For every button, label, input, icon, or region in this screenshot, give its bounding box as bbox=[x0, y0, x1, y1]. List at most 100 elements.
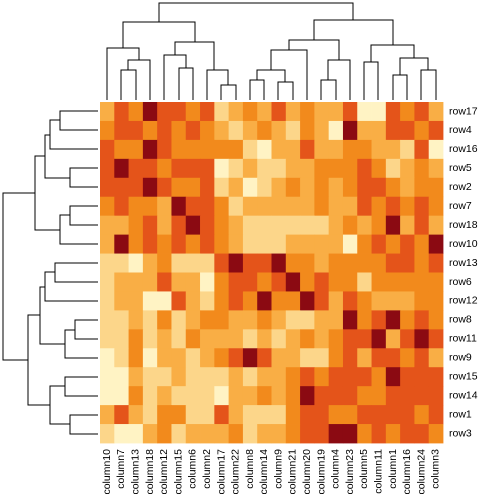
heat-cell bbox=[114, 177, 129, 198]
heat-cell bbox=[157, 329, 172, 349]
heat-cell bbox=[414, 367, 430, 387]
heat-cell bbox=[114, 310, 129, 330]
heat-cell bbox=[200, 234, 215, 254]
heat-cell bbox=[357, 215, 372, 236]
column-label: column9 bbox=[272, 449, 284, 489]
heat-cell bbox=[285, 272, 301, 292]
heat-cell bbox=[185, 139, 201, 160]
heat-cell bbox=[128, 158, 144, 179]
heat-cell bbox=[228, 405, 244, 425]
heat-cell bbox=[157, 139, 172, 160]
heat-cell bbox=[414, 158, 430, 179]
heat-cell bbox=[357, 120, 372, 141]
heat-cell bbox=[357, 348, 372, 368]
heat-cell bbox=[185, 386, 201, 406]
heat-cell bbox=[200, 177, 215, 198]
heat-cell bbox=[142, 120, 158, 141]
heat-cell bbox=[171, 215, 187, 236]
heat-cell bbox=[271, 177, 287, 198]
heat-cell bbox=[271, 253, 287, 273]
heat-cell bbox=[314, 310, 330, 330]
heat-cell bbox=[428, 405, 444, 425]
heat-cell bbox=[114, 139, 129, 160]
column-label: column5 bbox=[358, 449, 370, 489]
heat-cell bbox=[385, 272, 401, 292]
row-label: row5 bbox=[449, 162, 472, 174]
heat-cell bbox=[185, 234, 201, 254]
heat-cell bbox=[257, 405, 272, 425]
heat-cell bbox=[400, 367, 415, 387]
heat-cell bbox=[357, 310, 372, 330]
heat-cell bbox=[414, 405, 430, 425]
heat-cell bbox=[100, 177, 115, 198]
heat-cell bbox=[285, 120, 301, 141]
heat-cell bbox=[128, 139, 144, 160]
heat-cell bbox=[385, 177, 401, 198]
heat-cell bbox=[414, 215, 430, 236]
heat-cell bbox=[157, 348, 172, 368]
heat-cell bbox=[257, 386, 272, 406]
row-label: row16 bbox=[449, 143, 478, 155]
heat-cell bbox=[157, 291, 172, 311]
heat-cell bbox=[414, 196, 430, 217]
heat-cell bbox=[400, 120, 415, 141]
heat-cell bbox=[128, 102, 144, 122]
heat-cell bbox=[414, 310, 430, 330]
heat-cell bbox=[328, 120, 344, 141]
heat-cell bbox=[257, 367, 272, 387]
column-label: column21 bbox=[287, 449, 299, 495]
heat-cell bbox=[200, 367, 215, 387]
heat-cell bbox=[214, 386, 230, 406]
heat-cell bbox=[171, 253, 187, 273]
heat-cell bbox=[157, 177, 172, 198]
row-label: row8 bbox=[449, 314, 472, 326]
heat-cell bbox=[128, 253, 144, 273]
column-dendrogram bbox=[106, 2, 437, 100]
row-label: row10 bbox=[449, 238, 478, 250]
heat-cell bbox=[314, 367, 330, 387]
heat-cell bbox=[228, 329, 244, 349]
heat-cell bbox=[385, 348, 401, 368]
heat-cell bbox=[357, 405, 372, 425]
heat-cell bbox=[328, 215, 344, 236]
heat-cell bbox=[328, 291, 344, 311]
heat-cell bbox=[328, 234, 344, 254]
heat-cell bbox=[357, 424, 372, 444]
heat-cell bbox=[257, 139, 272, 160]
column-label: column16 bbox=[401, 449, 413, 495]
heat-cell bbox=[428, 158, 444, 179]
heat-cell bbox=[171, 234, 187, 254]
heat-cell bbox=[385, 120, 401, 141]
heat-cell bbox=[300, 139, 315, 160]
heat-cell bbox=[328, 196, 344, 217]
heat-cell bbox=[428, 329, 444, 349]
heat-cell bbox=[414, 386, 430, 406]
heat-cell bbox=[271, 348, 287, 368]
heat-cell bbox=[371, 291, 387, 311]
heat-cell bbox=[300, 348, 315, 368]
heat-cell bbox=[128, 196, 144, 217]
heat-cell bbox=[314, 348, 330, 368]
column-label: column1 bbox=[387, 449, 399, 489]
heat-cell bbox=[357, 102, 372, 122]
heat-cell bbox=[428, 215, 444, 236]
row-label: row9 bbox=[449, 352, 472, 364]
row-label: row11 bbox=[449, 333, 477, 345]
heat-cell bbox=[128, 386, 144, 406]
heat-cell bbox=[157, 424, 172, 444]
heat-cell bbox=[228, 386, 244, 406]
heat-cell bbox=[314, 424, 330, 444]
heat-cell bbox=[228, 310, 244, 330]
heat-cell bbox=[185, 102, 201, 122]
heat-cell bbox=[142, 348, 158, 368]
heat-cell bbox=[342, 424, 358, 444]
heat-cell bbox=[371, 102, 387, 122]
heat-cell bbox=[314, 253, 330, 273]
heat-cell bbox=[314, 177, 330, 198]
heat-cell bbox=[300, 424, 315, 444]
heat-cell bbox=[414, 177, 430, 198]
heat-cell bbox=[214, 253, 230, 273]
heat-cell bbox=[385, 405, 401, 425]
heat-cell bbox=[300, 329, 315, 349]
heat-cell bbox=[128, 329, 144, 349]
